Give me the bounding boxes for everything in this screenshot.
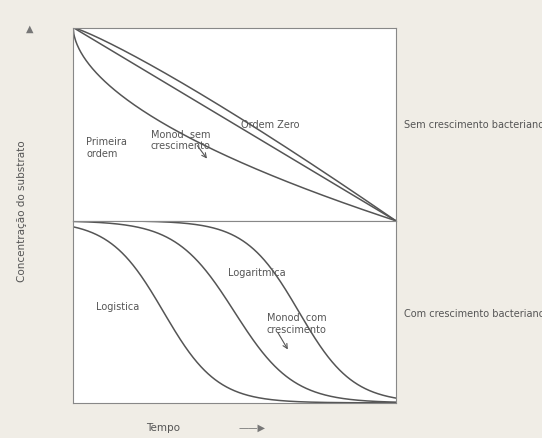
- Text: Logaritmica: Logaritmica: [228, 267, 286, 277]
- Text: ——▶: ——▶: [238, 422, 266, 432]
- Text: Logistica: Logistica: [96, 302, 139, 311]
- Text: Primeira
ordem: Primeira ordem: [86, 137, 127, 159]
- Text: Tempo: Tempo: [146, 422, 180, 432]
- Text: Sem crescimento bacteriano: Sem crescimento bacteriano: [404, 120, 542, 130]
- Text: Ordem Zero: Ordem Zero: [241, 120, 299, 130]
- Text: Monod  sem
crescimento: Monod sem crescimento: [151, 130, 210, 151]
- Text: Monod  com
crescimento: Monod com crescimento: [267, 312, 326, 334]
- Text: Concentração do substrato: Concentração do substrato: [17, 140, 27, 281]
- Text: Com crescimento bacteriano: Com crescimento bacteriano: [404, 308, 542, 318]
- Text: ▲: ▲: [26, 24, 34, 33]
